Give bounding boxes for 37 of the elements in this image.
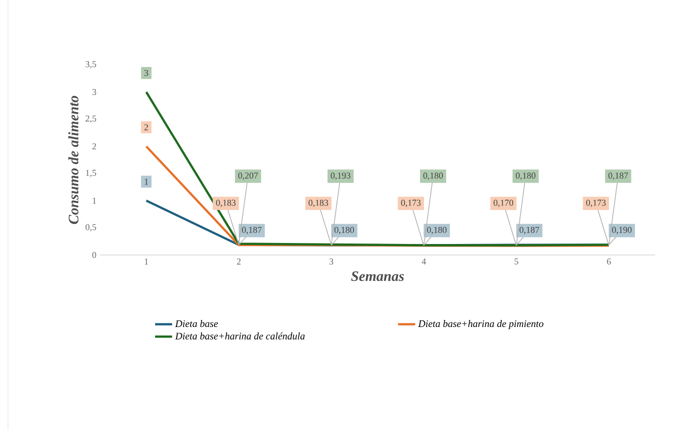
data-label: 0,173 bbox=[401, 200, 421, 208]
y-tick-label: 3,5 bbox=[86, 61, 96, 68]
y-tick-label: 2,5 bbox=[86, 116, 96, 123]
data-label: 0,173 bbox=[586, 200, 606, 208]
data-label: 2 bbox=[144, 124, 148, 130]
data-label: 0,193 bbox=[330, 172, 350, 180]
y-tick-label: 3 bbox=[92, 88, 96, 96]
data-label: 0,183 bbox=[216, 200, 236, 208]
data-label: 0,170 bbox=[494, 200, 514, 208]
data-label: 0,207 bbox=[238, 172, 258, 180]
y-tick-label: 0 bbox=[92, 252, 96, 258]
x-tick-label: 5 bbox=[514, 258, 518, 264]
data-label: 0,180 bbox=[516, 172, 536, 180]
data-label: 0,187 bbox=[520, 226, 540, 234]
legend-label: Dieta base bbox=[175, 320, 218, 328]
y-tick-label: 1,5 bbox=[86, 170, 96, 178]
x-tick-label: 6 bbox=[607, 258, 611, 265]
y-axis-title: Consumo de alimento bbox=[68, 96, 78, 224]
data-label: 0,180 bbox=[334, 226, 354, 234]
y-tick-label: 0,5 bbox=[86, 224, 96, 232]
x-tick-label: 1 bbox=[144, 258, 148, 264]
y-tick-label: 2 bbox=[92, 143, 96, 150]
y-tick-label: 1 bbox=[92, 198, 96, 204]
data-label: 1 bbox=[144, 178, 148, 185]
data-label: 0,183 bbox=[308, 200, 328, 208]
x-axis-title: Semanas bbox=[351, 271, 404, 282]
data-label: 0,190 bbox=[612, 226, 632, 234]
x-tick-label: 2 bbox=[236, 258, 241, 264]
x-tick-label: 3 bbox=[330, 258, 334, 265]
data-label: 0,180 bbox=[423, 172, 443, 180]
x-tick-label: 4 bbox=[422, 258, 426, 264]
data-label: 0,180 bbox=[427, 226, 447, 234]
data-label: 0,187 bbox=[242, 226, 262, 234]
legend-label: Dieta base+harina de pimiento bbox=[418, 320, 544, 330]
data-label: 0,187 bbox=[608, 172, 628, 180]
data-label: 3 bbox=[144, 70, 148, 76]
legend-label: Dieta base+harina de caléndula bbox=[175, 332, 305, 340]
